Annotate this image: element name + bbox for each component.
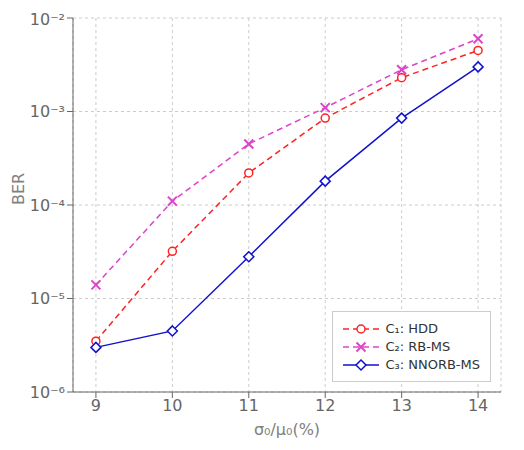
svg-text:10⁻⁶: 10⁻⁶ xyxy=(30,383,65,402)
svg-text:σ₀/μ₀(%): σ₀/μ₀(%) xyxy=(254,420,320,439)
svg-text:13: 13 xyxy=(391,396,411,415)
svg-text:14: 14 xyxy=(468,396,488,415)
svg-text:10⁻³: 10⁻³ xyxy=(30,102,65,121)
svg-text:10⁻²: 10⁻² xyxy=(30,10,65,29)
svg-text:10: 10 xyxy=(162,396,182,415)
svg-text:10⁻⁵: 10⁻⁵ xyxy=(30,289,65,308)
svg-text:11: 11 xyxy=(239,396,259,415)
svg-text:9: 9 xyxy=(91,396,101,415)
svg-text:10⁻⁴: 10⁻⁴ xyxy=(30,196,65,215)
html-text:C₂: RB-MS: C₂: RB-MS xyxy=(385,339,451,354)
svg-text:12: 12 xyxy=(315,396,335,415)
svg-text:BER: BER xyxy=(9,173,28,205)
html-text:C₁: HDD: C₁: HDD xyxy=(385,321,438,336)
html-text:C₃: NNORB-MS: C₃: NNORB-MS xyxy=(385,357,480,372)
